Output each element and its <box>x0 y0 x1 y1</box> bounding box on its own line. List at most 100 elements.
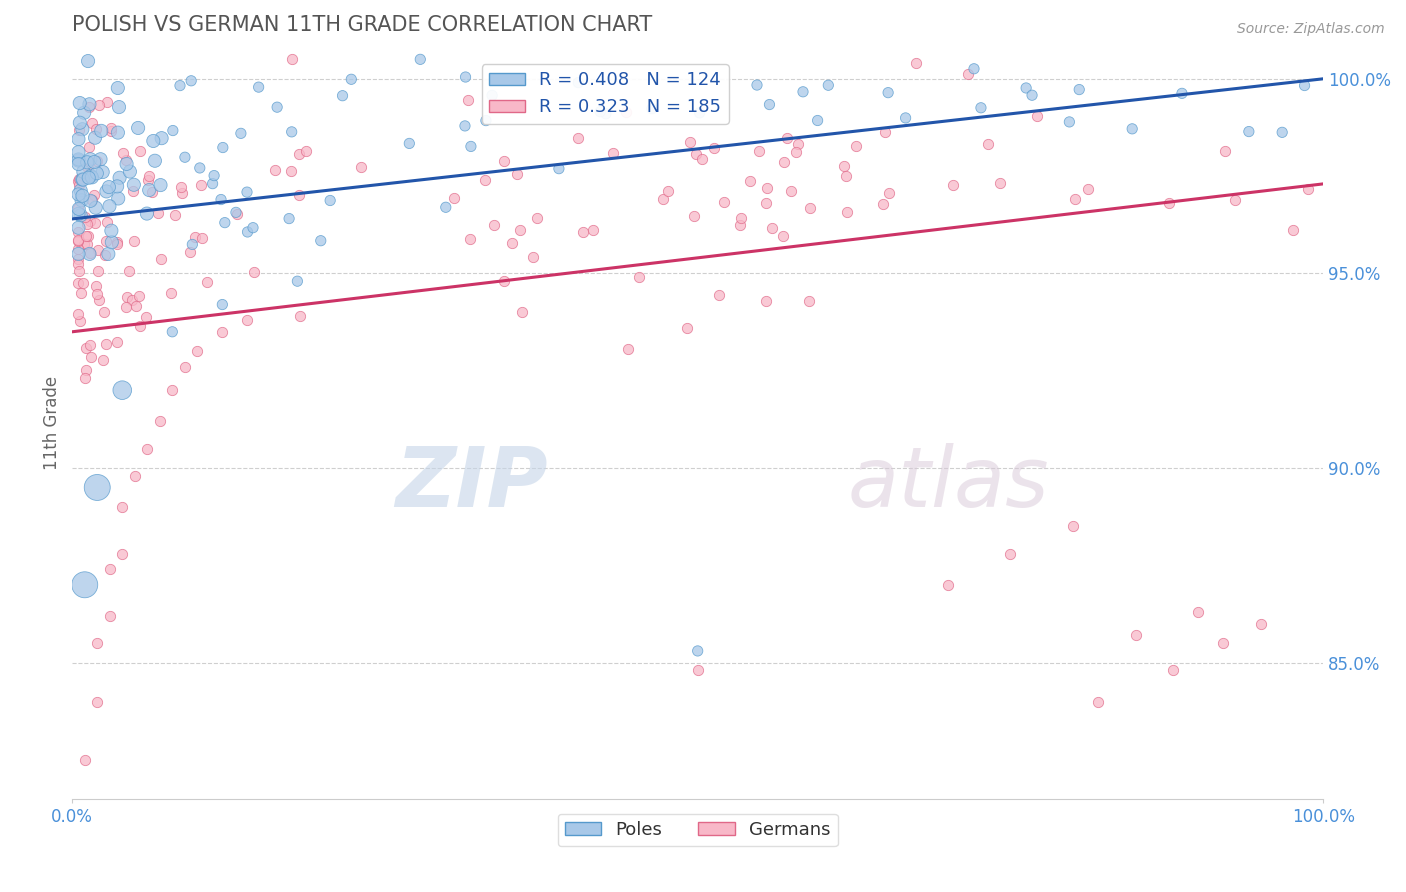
Point <box>571 225 593 239</box>
Point <box>458 232 481 246</box>
Point <box>894 111 917 125</box>
Point <box>105 334 128 349</box>
Point <box>162 325 184 339</box>
Point <box>73 578 96 592</box>
Point <box>73 105 96 120</box>
Point <box>118 164 141 178</box>
Point <box>756 180 779 194</box>
Point <box>86 636 108 650</box>
Point <box>108 170 131 185</box>
Point <box>936 578 959 592</box>
Point <box>190 178 212 193</box>
Point <box>75 341 97 355</box>
Point <box>1021 88 1043 103</box>
Point <box>340 72 363 87</box>
Point <box>755 294 778 309</box>
Point <box>1125 628 1147 642</box>
Point <box>837 205 859 219</box>
Point <box>474 173 496 187</box>
Point <box>107 192 129 206</box>
Point <box>229 126 252 140</box>
Point <box>67 145 90 160</box>
Point <box>107 81 129 95</box>
Point <box>877 186 900 200</box>
Point <box>172 186 194 200</box>
Point <box>75 363 97 377</box>
Point <box>127 120 149 135</box>
Point <box>128 289 150 303</box>
Point <box>96 337 118 351</box>
Point <box>460 139 482 153</box>
Point <box>108 100 131 114</box>
Point <box>115 157 138 171</box>
Text: ZIP: ZIP <box>395 442 547 524</box>
Point <box>67 187 90 202</box>
Point <box>225 205 247 219</box>
Point <box>100 124 122 138</box>
Point <box>288 146 311 161</box>
Point <box>685 147 707 161</box>
Point <box>141 185 163 199</box>
Point <box>482 218 505 232</box>
Point <box>602 145 624 160</box>
Text: atlas: atlas <box>848 442 1049 524</box>
Point <box>676 320 699 334</box>
Point <box>709 287 731 301</box>
Point <box>77 100 100 114</box>
Point <box>77 54 100 68</box>
Point <box>877 86 900 100</box>
Point <box>236 313 259 327</box>
Point <box>173 359 195 374</box>
Point <box>67 123 90 137</box>
Point <box>799 293 821 308</box>
Point <box>1161 664 1184 678</box>
Point <box>703 141 725 155</box>
Point <box>79 194 101 208</box>
Text: POLISH VS GERMAN 11TH GRADE CORRELATION CHART: POLISH VS GERMAN 11TH GRADE CORRELATION … <box>72 15 652 35</box>
Point <box>1000 547 1022 561</box>
Point <box>111 383 134 397</box>
Point <box>214 216 236 230</box>
Point <box>91 352 114 367</box>
Point <box>121 293 143 307</box>
Point <box>522 250 544 264</box>
Point <box>75 371 97 385</box>
Point <box>111 146 134 161</box>
Point <box>150 131 173 145</box>
Point <box>73 237 96 252</box>
Point <box>122 178 145 192</box>
Point <box>776 130 799 145</box>
Point <box>288 188 311 202</box>
Point <box>1059 115 1081 129</box>
Point <box>129 318 152 333</box>
Point <box>89 153 111 167</box>
Point <box>748 145 770 159</box>
Point <box>162 123 184 137</box>
Point <box>86 153 108 168</box>
Point <box>67 256 90 270</box>
Point <box>67 234 90 248</box>
Point <box>136 173 159 187</box>
Point <box>83 155 105 169</box>
Point <box>67 153 90 168</box>
Point <box>98 562 121 576</box>
Point <box>872 197 894 211</box>
Point <box>201 177 224 191</box>
Point <box>79 246 101 260</box>
Point <box>567 131 589 145</box>
Point <box>211 297 233 311</box>
Point <box>1187 605 1209 619</box>
Point <box>295 144 318 158</box>
Point <box>247 80 270 95</box>
Point <box>174 150 197 164</box>
Point <box>149 414 172 428</box>
Point <box>779 184 801 198</box>
Point <box>76 217 98 231</box>
Point <box>492 154 515 169</box>
Point <box>278 211 301 226</box>
Point <box>79 152 101 166</box>
Point <box>80 350 103 364</box>
Point <box>454 119 477 133</box>
Point <box>264 163 287 178</box>
Point <box>77 140 100 154</box>
